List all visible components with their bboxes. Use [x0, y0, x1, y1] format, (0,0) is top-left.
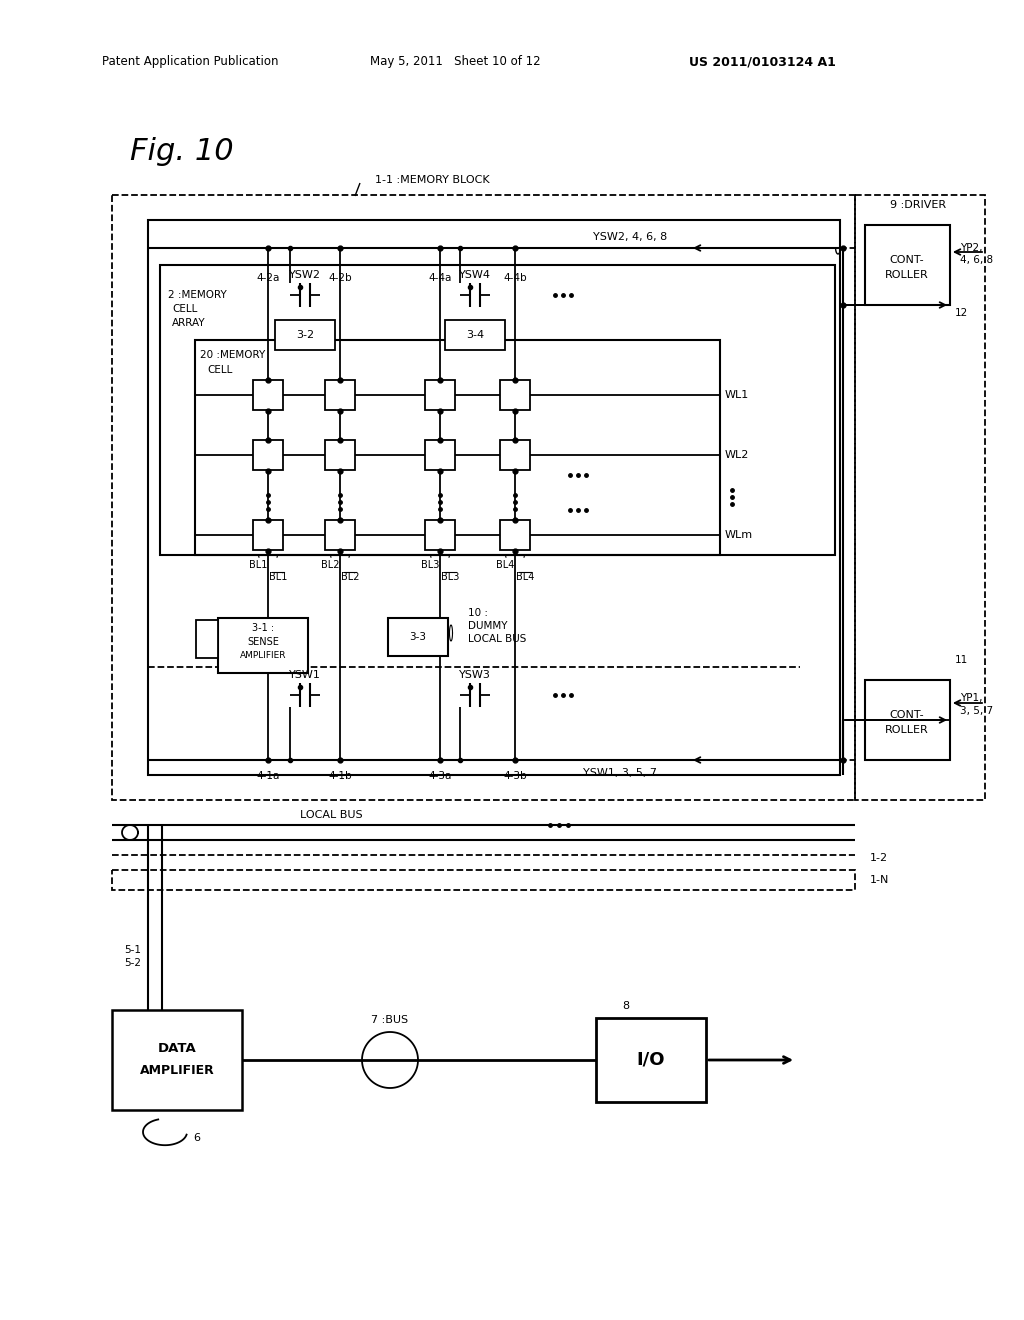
Bar: [500, 440, 530, 470]
Text: AMPLIFIER: AMPLIFIER: [240, 652, 287, 660]
Text: BL3: BL3: [440, 572, 459, 582]
Bar: [855, 195, 985, 800]
Text: 10 :: 10 :: [468, 609, 488, 618]
Text: 12: 12: [955, 308, 969, 318]
Text: 8: 8: [623, 1001, 630, 1011]
Text: WLm: WLm: [725, 531, 753, 540]
Text: BL1: BL1: [249, 560, 267, 570]
Text: CELL: CELL: [172, 304, 198, 314]
Bar: [218, 618, 308, 673]
Bar: [865, 680, 950, 760]
Text: 4, 6, 8: 4, 6, 8: [961, 255, 993, 265]
Text: DUMMY: DUMMY: [468, 620, 508, 631]
Text: 4-1b: 4-1b: [328, 771, 352, 781]
Bar: [253, 440, 283, 470]
Text: LOCAL BUS: LOCAL BUS: [300, 810, 362, 820]
Text: 3-3: 3-3: [410, 632, 427, 642]
Bar: [425, 440, 455, 470]
Text: ROLLER: ROLLER: [885, 725, 929, 735]
Text: I/O: I/O: [637, 1051, 666, 1069]
Bar: [865, 224, 950, 305]
Text: 4-3a: 4-3a: [428, 771, 452, 781]
Bar: [275, 319, 335, 350]
Bar: [325, 440, 355, 470]
Text: 3-4: 3-4: [466, 330, 484, 341]
Text: YSW2, 4, 6, 8: YSW2, 4, 6, 8: [593, 232, 667, 242]
Text: YP2,: YP2,: [961, 243, 982, 253]
Text: BL2: BL2: [321, 560, 339, 570]
Text: 4-2a: 4-2a: [256, 273, 280, 282]
Text: BL2: BL2: [341, 572, 359, 582]
Text: BL1: BL1: [269, 572, 287, 582]
Bar: [596, 1018, 706, 1102]
Text: DATA: DATA: [158, 1041, 197, 1055]
Text: CONT-: CONT-: [890, 255, 925, 265]
Text: 4-1a: 4-1a: [256, 771, 280, 781]
Bar: [388, 618, 449, 656]
Text: BL3: BL3: [421, 560, 439, 570]
Text: BL4: BL4: [496, 560, 514, 570]
Text: May 5, 2011   Sheet 10 of 12: May 5, 2011 Sheet 10 of 12: [370, 55, 541, 69]
Bar: [112, 870, 855, 890]
Text: 1-1 :MEMORY BLOCK: 1-1 :MEMORY BLOCK: [375, 176, 489, 185]
Text: 2 :MEMORY: 2 :MEMORY: [168, 290, 226, 300]
Text: 11: 11: [955, 655, 969, 665]
Bar: [425, 380, 455, 411]
Text: YSW2: YSW2: [289, 271, 321, 280]
Text: 1-N: 1-N: [870, 875, 890, 884]
Bar: [253, 520, 283, 550]
Bar: [112, 195, 855, 800]
Text: 20 :MEMORY: 20 :MEMORY: [200, 350, 265, 360]
Bar: [160, 265, 835, 554]
Text: Patent Application Publication: Patent Application Publication: [101, 55, 279, 69]
Bar: [253, 380, 283, 411]
Text: 4-4a: 4-4a: [428, 273, 452, 282]
Bar: [500, 520, 530, 550]
Text: 4-2b: 4-2b: [328, 273, 352, 282]
Text: 9 :DRIVER: 9 :DRIVER: [890, 201, 946, 210]
Text: 5-1: 5-1: [124, 945, 141, 954]
Text: SENSE: SENSE: [247, 638, 279, 647]
Text: YSW3: YSW3: [459, 671, 490, 680]
Bar: [445, 319, 505, 350]
Bar: [196, 620, 218, 657]
Text: 3-1 :: 3-1 :: [252, 623, 274, 634]
Text: LOCAL BUS: LOCAL BUS: [468, 634, 526, 644]
Text: ROLLER: ROLLER: [885, 271, 929, 280]
Text: Fig. 10: Fig. 10: [130, 137, 233, 166]
Text: ARRAY: ARRAY: [172, 318, 206, 327]
Text: 5-2: 5-2: [124, 958, 141, 968]
Text: YP1,: YP1,: [961, 693, 982, 704]
Text: 1-2: 1-2: [870, 853, 888, 863]
Text: 4-4b: 4-4b: [503, 273, 526, 282]
Bar: [112, 1010, 242, 1110]
Text: CONT-: CONT-: [890, 710, 925, 719]
Text: 3, 5, 7: 3, 5, 7: [961, 706, 993, 715]
Text: 4-3b: 4-3b: [503, 771, 526, 781]
Bar: [325, 380, 355, 411]
Bar: [425, 520, 455, 550]
Bar: [325, 520, 355, 550]
Text: YSW1: YSW1: [289, 671, 321, 680]
Text: CELL: CELL: [207, 366, 232, 375]
Bar: [500, 380, 530, 411]
Text: YSW1, 3, 5, 7: YSW1, 3, 5, 7: [583, 768, 657, 777]
Text: WL2: WL2: [725, 450, 750, 459]
Text: YSW4: YSW4: [459, 271, 490, 280]
Bar: [148, 220, 840, 775]
Text: 6: 6: [193, 1133, 200, 1143]
Text: AMPLIFIER: AMPLIFIER: [139, 1064, 214, 1077]
Bar: [195, 341, 720, 554]
Text: US 2011/0103124 A1: US 2011/0103124 A1: [688, 55, 836, 69]
Text: WL1: WL1: [725, 389, 750, 400]
Text: 3-2: 3-2: [296, 330, 314, 341]
Text: 7 :BUS: 7 :BUS: [372, 1015, 409, 1026]
Text: BL4: BL4: [516, 572, 535, 582]
